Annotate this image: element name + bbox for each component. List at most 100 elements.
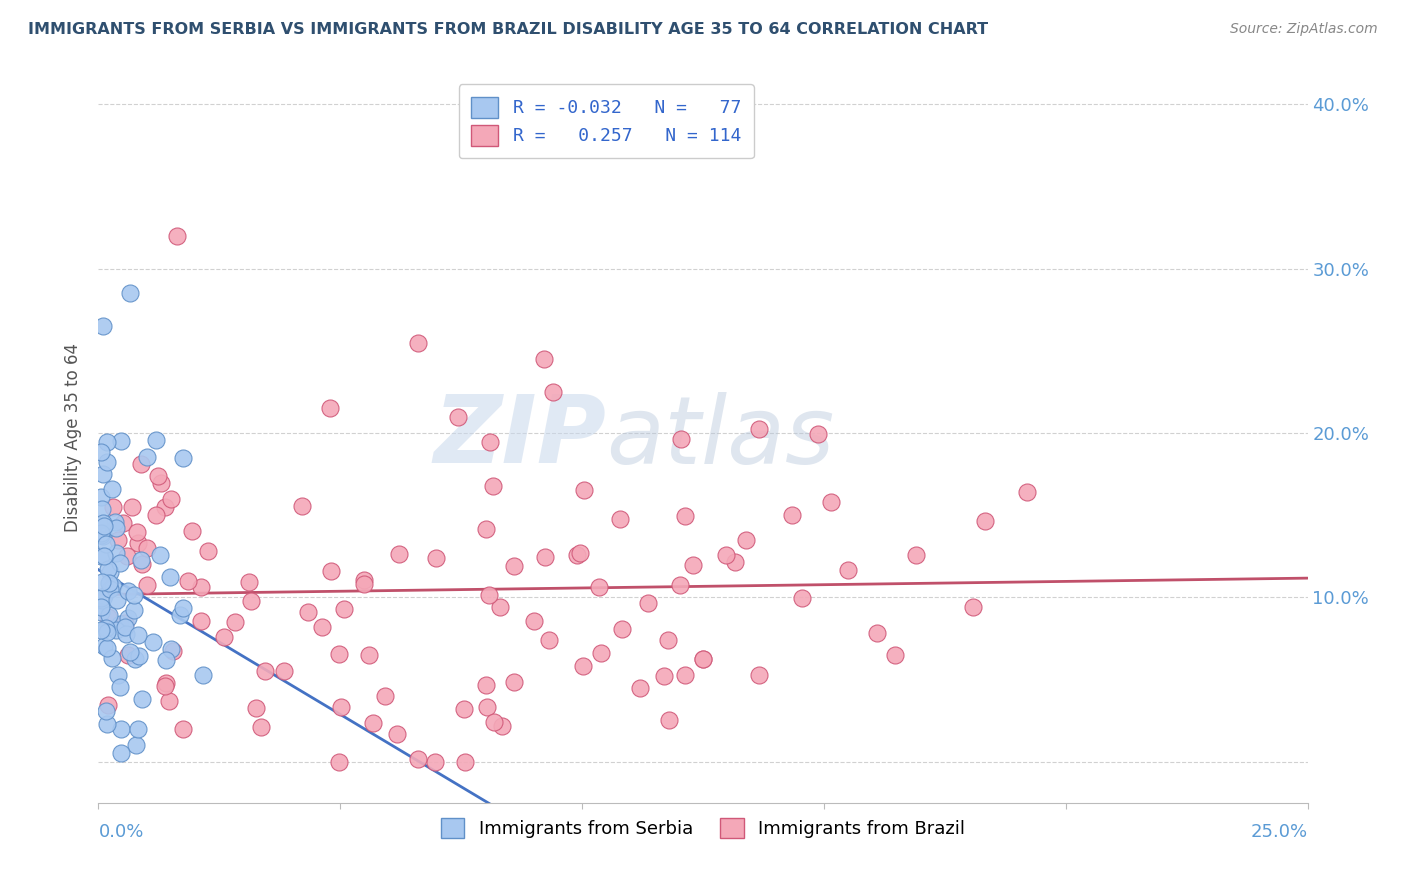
Point xyxy=(905,548,928,562)
Point xyxy=(162,644,184,658)
Point xyxy=(446,409,468,424)
Point xyxy=(142,634,165,648)
Point xyxy=(96,640,118,655)
Point xyxy=(107,667,129,681)
Point xyxy=(91,467,114,481)
Point xyxy=(105,593,128,607)
Point xyxy=(145,433,167,447)
Point xyxy=(105,521,128,535)
Point xyxy=(489,599,512,614)
Point xyxy=(93,639,115,653)
Point xyxy=(118,645,141,659)
Point xyxy=(190,580,212,594)
Point xyxy=(669,432,692,446)
Point xyxy=(127,722,149,736)
Point xyxy=(90,599,112,614)
Point xyxy=(353,576,375,591)
Point xyxy=(224,615,246,629)
Point xyxy=(790,591,813,606)
Point xyxy=(90,591,112,606)
Point xyxy=(478,588,501,602)
Point xyxy=(90,444,112,458)
Point xyxy=(117,549,139,564)
Point xyxy=(482,479,505,493)
Point xyxy=(291,500,314,514)
Point xyxy=(565,548,588,562)
Point xyxy=(124,652,146,666)
Point xyxy=(328,755,350,769)
Point xyxy=(962,600,984,615)
Point xyxy=(131,558,153,572)
Text: 25.0%: 25.0% xyxy=(1250,822,1308,840)
Point xyxy=(484,715,506,730)
Point xyxy=(160,641,183,656)
Point xyxy=(127,524,149,539)
Point xyxy=(423,755,446,769)
Point xyxy=(454,755,477,769)
Point xyxy=(131,691,153,706)
Point xyxy=(127,536,149,550)
Point xyxy=(453,701,475,715)
Point xyxy=(121,500,143,514)
Point xyxy=(96,435,118,450)
Point xyxy=(311,620,333,634)
Point xyxy=(90,526,112,541)
Text: IMMIGRANTS FROM SERBIA VS IMMIGRANTS FROM BRAZIL DISABILITY AGE 35 TO 64 CORRELA: IMMIGRANTS FROM SERBIA VS IMMIGRANTS FRO… xyxy=(28,22,988,37)
Point xyxy=(90,527,112,541)
Point xyxy=(748,422,770,436)
Point xyxy=(657,632,679,647)
Point xyxy=(91,529,114,543)
Point xyxy=(114,620,136,634)
Point xyxy=(115,626,138,640)
Point xyxy=(101,500,124,514)
Point xyxy=(735,533,758,547)
Point xyxy=(197,543,219,558)
Point xyxy=(166,228,188,243)
Point xyxy=(93,589,115,603)
Point xyxy=(333,602,356,616)
Point xyxy=(96,625,118,640)
Point xyxy=(541,384,564,399)
Point xyxy=(180,524,202,538)
Point xyxy=(114,615,136,630)
Point xyxy=(533,549,555,564)
Point xyxy=(591,646,613,660)
Point xyxy=(239,593,262,607)
Point xyxy=(117,648,139,663)
Point xyxy=(673,509,696,524)
Point xyxy=(319,401,342,416)
Point xyxy=(328,647,350,661)
Y-axis label: Disability Age 35 to 64: Disability Age 35 to 64 xyxy=(65,343,83,532)
Point xyxy=(837,563,859,577)
Point xyxy=(973,515,995,529)
Point xyxy=(98,608,121,623)
Point xyxy=(245,701,267,715)
Point xyxy=(98,582,121,596)
Point xyxy=(193,667,215,681)
Point xyxy=(807,427,830,442)
Point xyxy=(159,570,181,584)
Point xyxy=(669,577,692,591)
Point xyxy=(97,698,120,712)
Point xyxy=(145,508,167,523)
Point xyxy=(682,558,704,572)
Point xyxy=(153,500,176,515)
Point xyxy=(491,719,513,733)
Point xyxy=(93,549,115,563)
Point xyxy=(128,648,150,663)
Point xyxy=(149,549,172,563)
Point xyxy=(108,556,131,570)
Point xyxy=(254,664,277,678)
Point xyxy=(91,319,114,334)
Point xyxy=(96,704,118,718)
Point xyxy=(238,575,260,590)
Point xyxy=(569,546,592,560)
Point xyxy=(135,577,157,591)
Point xyxy=(98,565,121,579)
Point xyxy=(160,491,183,506)
Point xyxy=(136,450,159,464)
Point xyxy=(120,286,142,301)
Point xyxy=(865,625,887,640)
Point xyxy=(571,659,593,673)
Point xyxy=(353,573,375,587)
